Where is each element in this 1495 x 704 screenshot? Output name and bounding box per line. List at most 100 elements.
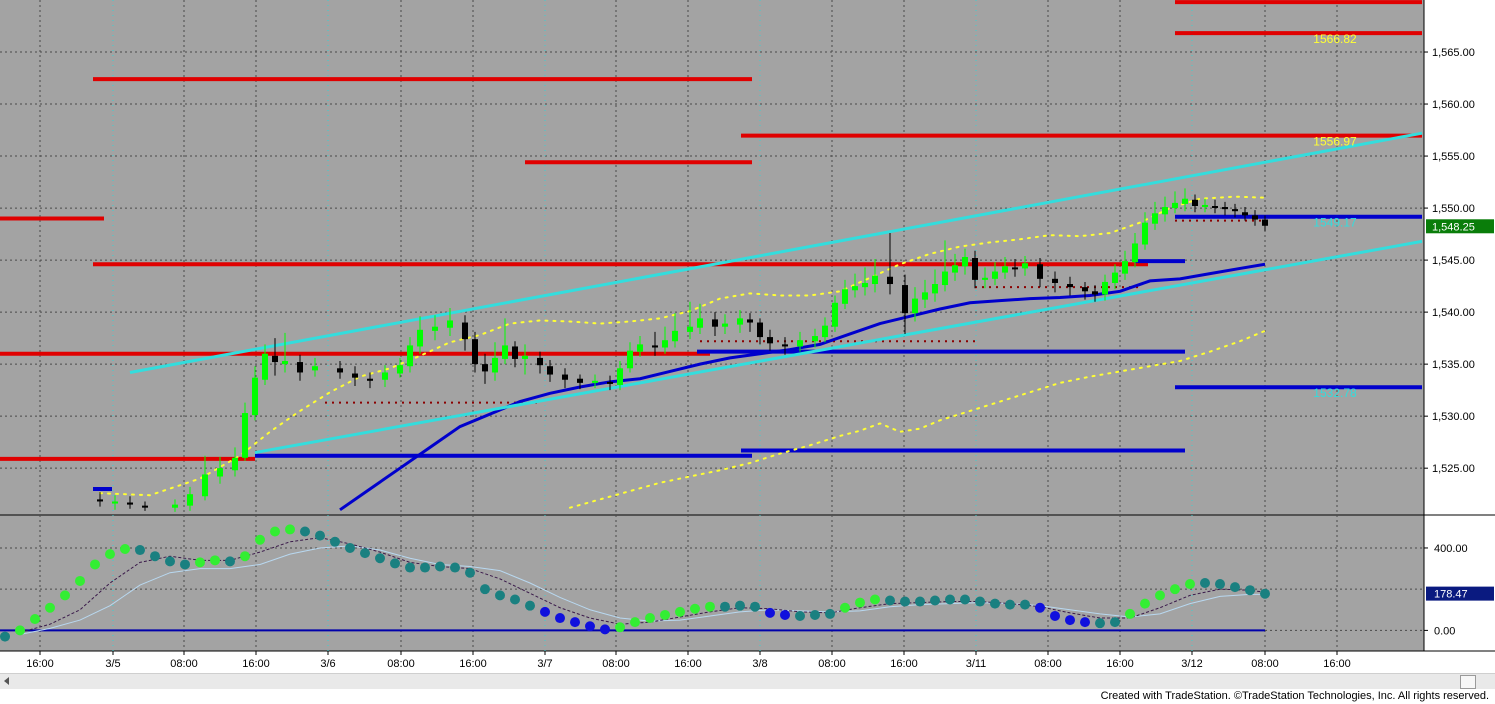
- oscillator-point: [150, 551, 160, 562]
- candle-body: [492, 357, 498, 373]
- oscillator-point: [630, 617, 640, 628]
- candle-body: [252, 377, 258, 416]
- time-tick-label: 16:00: [1323, 658, 1351, 670]
- candle-body: [887, 276, 893, 285]
- candle-body: [1152, 213, 1158, 224]
- time-tick-label: 16:00: [890, 658, 918, 670]
- oscillator-point: [1170, 584, 1180, 595]
- bearish-candle: [1262, 215, 1268, 231]
- candle-body: [652, 345, 658, 348]
- time-tick-label: 3/11: [966, 658, 987, 670]
- scroll-left-arrow-icon[interactable]: [4, 677, 9, 685]
- x-axis-background: [0, 651, 1495, 673]
- bullish-candle: [737, 310, 743, 333]
- bullish-candle: [492, 342, 498, 381]
- bearish-candle: [887, 233, 893, 295]
- bearish-candle: [1012, 259, 1018, 277]
- bearish-candle: [142, 501, 148, 511]
- bullish-candle: [962, 248, 968, 275]
- time-tick-label: 08:00: [818, 658, 846, 670]
- candle-body: [1037, 264, 1043, 279]
- candle-body: [922, 292, 928, 300]
- oscillator-point: [450, 562, 460, 573]
- bullish-candle: [832, 295, 838, 332]
- bearish-candle: [747, 313, 753, 332]
- bullish-candle: [202, 455, 208, 501]
- bearish-candle: [767, 329, 773, 351]
- candle-body: [1222, 207, 1228, 210]
- bullish-candle: [722, 314, 728, 334]
- scrollbar-thumb[interactable]: [1460, 675, 1476, 689]
- oscillator-tick-label: 400.00: [1434, 543, 1468, 555]
- bullish-candle: [1022, 255, 1028, 276]
- bullish-candle: [1172, 191, 1178, 214]
- level-value-label: 1566.82: [1313, 32, 1357, 46]
- candle-body: [737, 318, 743, 325]
- candle-body: [992, 271, 998, 279]
- oscillator-point: [1005, 599, 1015, 610]
- oscillator-point: [180, 559, 190, 570]
- candle-body: [797, 340, 803, 347]
- oscillator-point: [225, 556, 235, 567]
- bullish-candle: [1142, 212, 1148, 250]
- price-tick-label: 1,545.00: [1432, 255, 1475, 267]
- candle-body: [862, 282, 868, 288]
- oscillator-point: [195, 557, 205, 568]
- bullish-candle: [1112, 264, 1118, 290]
- oscillator-point: [1200, 578, 1210, 588]
- time-tick-label: 08:00: [387, 658, 415, 670]
- candle-body: [112, 501, 118, 504]
- candle-body: [382, 372, 388, 380]
- oscillator-point: [420, 562, 430, 573]
- candle-body: [272, 355, 278, 363]
- oscillator-point: [405, 562, 415, 573]
- last-price-label: 1,548.25: [1432, 221, 1475, 233]
- bearish-candle: [577, 374, 583, 390]
- oscillator-point: [615, 622, 625, 633]
- bearish-candle: [352, 366, 358, 386]
- oscillator-point: [1080, 617, 1090, 628]
- trend-channel-line: [254, 239, 1423, 455]
- oscillator-point: [735, 600, 745, 611]
- bullish-candle: [187, 486, 193, 511]
- bearish-candle: [562, 368, 568, 389]
- candle-body: [627, 350, 633, 369]
- bearish-candle: [1092, 285, 1098, 302]
- bearish-candle: [272, 338, 278, 376]
- oscillator-value-marker: [1426, 586, 1494, 601]
- bullish-candle: [822, 317, 828, 343]
- bearish-candle: [1082, 281, 1088, 300]
- bullish-candle: [1002, 256, 1008, 279]
- oscillator-point: [1020, 599, 1030, 610]
- level-value-label: 1532.78: [1313, 386, 1357, 400]
- oscillator-point: [585, 621, 595, 632]
- candle-body: [187, 494, 193, 506]
- oscillator-point: [480, 584, 490, 595]
- candle-body: [352, 373, 358, 378]
- candle-body: [637, 344, 643, 352]
- candle-body: [232, 457, 238, 471]
- bullish-candle: [862, 267, 868, 296]
- oscillator-point: [1215, 579, 1225, 590]
- price-tick-label: 1,525.00: [1432, 463, 1475, 475]
- bearish-candle: [1232, 203, 1238, 218]
- candle-body: [1252, 215, 1258, 220]
- bullish-candle: [942, 240, 948, 292]
- candle-body: [687, 326, 693, 332]
- candle-body: [662, 340, 668, 348]
- bullish-candle: [1102, 274, 1108, 301]
- horizontal-scrollbar[interactable]: [0, 673, 1495, 689]
- bullish-candle: [952, 253, 958, 281]
- time-tick-label: 16:00: [26, 658, 54, 670]
- bullish-candle: [672, 313, 678, 348]
- oscillator-point: [360, 548, 370, 559]
- bearish-candle: [297, 354, 303, 381]
- oscillator-point: [600, 624, 610, 635]
- bullish-candle: [842, 279, 848, 309]
- bearish-candle: [337, 361, 343, 379]
- time-tick-label: 16:00: [242, 658, 270, 670]
- oscillator-point: [30, 614, 40, 625]
- oscillator-point: [780, 609, 790, 620]
- time-tick-label: 3/8: [752, 658, 767, 670]
